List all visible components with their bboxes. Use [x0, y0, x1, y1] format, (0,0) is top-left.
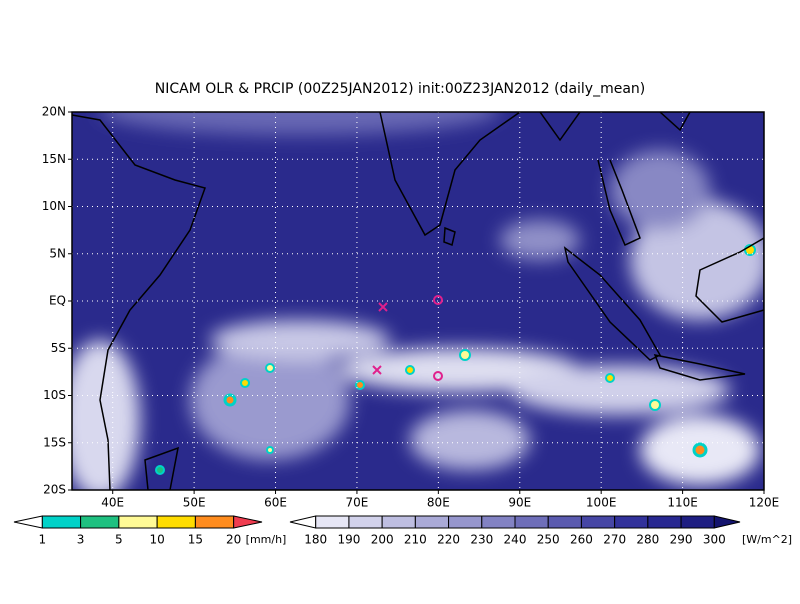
colorbar-label: 300 — [703, 533, 726, 547]
colorbar-label: 10 — [149, 533, 164, 547]
colorbar-segment — [315, 515, 350, 529]
x-tick-label: 50E — [183, 496, 206, 510]
colorbar-segment — [348, 515, 383, 529]
y-tick-label: 20S — [43, 483, 66, 497]
x-tick-label: 60E — [264, 496, 287, 510]
colorbar-unit: [W/m^2] — [742, 533, 792, 546]
y-tick-label: 5N — [49, 246, 66, 260]
y-tick-label: 15S — [43, 435, 66, 449]
precip-cells — [155, 244, 756, 475]
colorbar-label: 5 — [115, 533, 123, 547]
y-tick-label: 20N — [42, 105, 66, 119]
colorbar-segment — [448, 515, 483, 529]
colorbar-label: 230 — [470, 533, 493, 547]
x-tick-label: 70E — [346, 496, 369, 510]
colorbar-label: 270 — [603, 533, 626, 547]
x-tick-label: 120E — [749, 496, 780, 510]
colorbar-high-arrow — [713, 515, 741, 529]
colorbar-segment — [614, 515, 649, 529]
colorbar-label: 1 — [39, 533, 47, 547]
colorbar-label: 220 — [437, 533, 460, 547]
colorbar-segment — [194, 515, 235, 529]
colorbar-label: 20 — [226, 533, 241, 547]
map-field — [72, 112, 764, 490]
colorbar-segment — [580, 515, 616, 529]
colorbar-label: 290 — [670, 533, 693, 547]
colorbar-segment — [118, 515, 158, 529]
y-tick-label: 10S — [43, 388, 66, 402]
cloud-field — [72, 112, 764, 490]
colorbar-segment — [514, 515, 549, 529]
colorbar-high-arrow — [233, 515, 263, 529]
colorbar-label: 280 — [636, 533, 659, 547]
y-tick-label: 5S — [51, 341, 66, 355]
colorbar-unit: [mm/h] — [246, 533, 287, 546]
colorbar-label: 250 — [537, 533, 560, 547]
y-tick-label: EQ — [49, 294, 66, 308]
track-markers — [372, 295, 443, 381]
map-title: NICAM OLR & PRCIP (00Z25JAN2012) init:00… — [155, 81, 646, 97]
colorbar-low-arrow — [289, 515, 317, 529]
x-tick-label: 100E — [586, 496, 617, 510]
colorbar-label: 260 — [570, 533, 593, 547]
colorbar-segment — [381, 515, 416, 529]
colorbar-segment — [647, 515, 682, 529]
colorbar-label: 210 — [404, 533, 427, 547]
colorbar-label: 15 — [188, 533, 203, 547]
colorbar-segment — [41, 515, 82, 529]
colorbar-label: 180 — [304, 533, 327, 547]
colorbar-segment — [80, 515, 120, 529]
colorbar-segment — [481, 515, 516, 529]
x-tick-label: 110E — [667, 496, 698, 510]
colorbar-segment — [680, 515, 715, 529]
colorbar-label: 190 — [337, 533, 360, 547]
colorbar-label: 240 — [504, 533, 527, 547]
grid — [72, 112, 764, 490]
y-tick-label: 15N — [42, 152, 66, 166]
colorbar-label: 3 — [77, 533, 85, 547]
colorbar-label: 200 — [371, 533, 394, 547]
colorbar-segment — [414, 515, 450, 529]
x-tick-label: 90E — [508, 496, 531, 510]
colorbar-segment — [547, 515, 582, 529]
colorbar-segment — [156, 515, 196, 529]
x-tick-label: 40E — [101, 496, 124, 510]
y-tick-label: 10N — [42, 199, 66, 213]
x-tick-label: 80E — [427, 496, 450, 510]
coastlines — [72, 112, 764, 490]
colorbar-low-arrow — [13, 515, 43, 529]
